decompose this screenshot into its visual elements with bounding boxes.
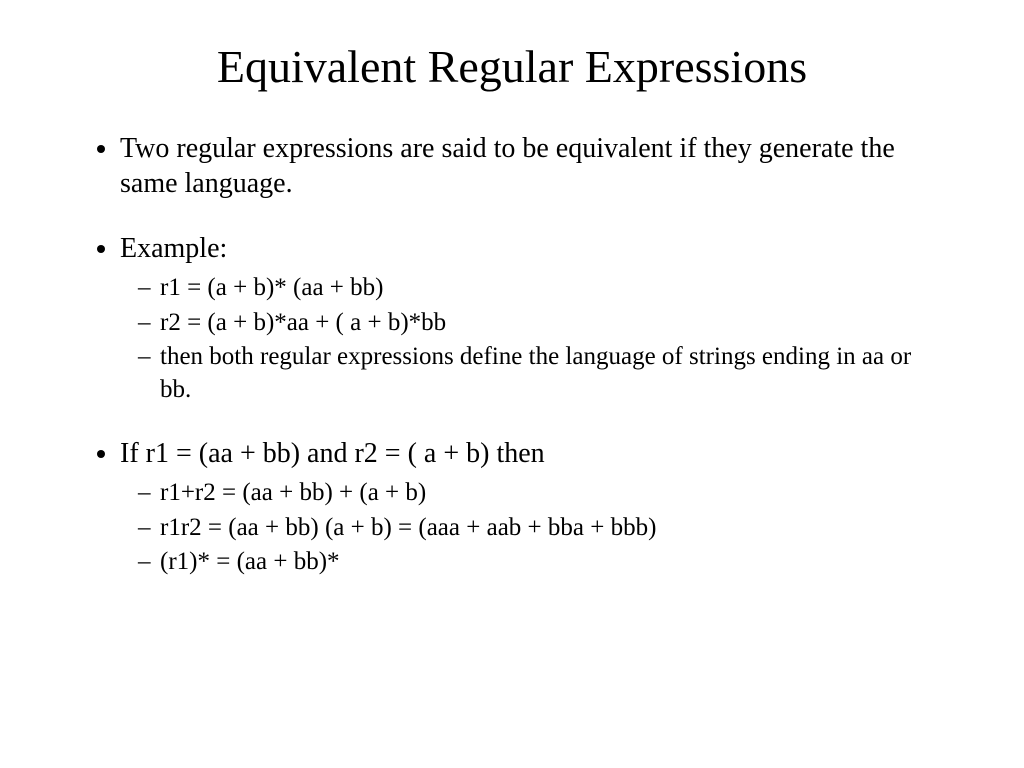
sub-list-item: r1+r2 = (aa + bb) + (a + b) <box>160 477 934 510</box>
list-item: If r1 = (aa + bb) and r2 = ( a + b) then… <box>120 436 934 579</box>
list-item: Example: r1 = (a + b)* (aa + bb) r2 = (a… <box>120 231 934 406</box>
sub-bullet-list: r1 = (a + b)* (aa + bb) r2 = (a + b)*aa … <box>120 272 934 406</box>
list-item: Two regular expressions are said to be e… <box>120 131 934 201</box>
bullet-list: Two regular expressions are said to be e… <box>90 131 934 579</box>
bullet-text: Example: <box>120 233 227 264</box>
sub-bullet-list: r1+r2 = (aa + bb) + (a + b) r1r2 = (aa +… <box>120 477 934 579</box>
sub-list-item: r1r2 = (aa + bb) (a + b) = (aaa + aab + … <box>160 512 934 545</box>
sub-list-item: r1 = (a + b)* (aa + bb) <box>160 272 934 305</box>
sub-list-item: (r1)* = (aa + bb)* <box>160 546 934 579</box>
slide-title: Equivalent Regular Expressions <box>90 40 934 93</box>
bullet-text: If r1 = (aa + bb) and r2 = ( a + b) then <box>120 438 545 469</box>
sub-list-item: r2 = (a + b)*aa + ( a + b)*bb <box>160 307 934 340</box>
bullet-text: Two regular expressions are said to be e… <box>120 133 895 199</box>
sub-list-item: then both regular expressions define the… <box>160 341 934 406</box>
